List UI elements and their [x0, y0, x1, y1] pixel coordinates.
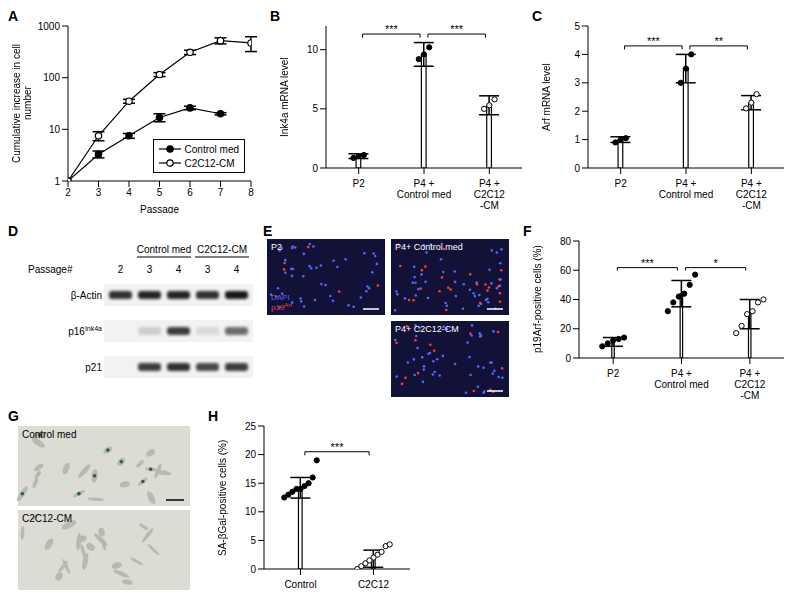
svg-text:10: 10	[245, 506, 257, 517]
svg-text:P4 +C2C12-CM: P4 +C2C12-CM	[734, 368, 766, 401]
svg-text:5: 5	[250, 535, 256, 546]
svg-text:***: ***	[331, 441, 345, 453]
svg-text:40: 40	[560, 294, 572, 305]
svg-text:DAPI: DAPI	[271, 293, 290, 302]
svg-text:p19Arf: p19Arf	[271, 302, 292, 312]
svg-text:P4 +C2C12-CM: P4 +C2C12-CM	[474, 178, 506, 211]
svg-text:25: 25	[245, 421, 257, 432]
svg-text:1: 1	[574, 134, 580, 145]
svg-text:20: 20	[245, 449, 257, 460]
svg-text:1: 1	[54, 176, 60, 187]
svg-text:5: 5	[312, 103, 318, 114]
svg-text:P2: P2	[353, 178, 366, 189]
html-text:C2C12-CM: C2C12-CM	[184, 157, 235, 169]
html-text:p19Arf-positive cells (%): p19Arf-positive cells (%)	[531, 245, 543, 354]
html-text:Arf mRNA level: Arf mRNA level	[540, 63, 552, 131]
svg-text:*: *	[714, 257, 719, 269]
svg-text:***: ***	[450, 23, 464, 35]
html-text:D: D	[8, 223, 19, 239]
svg-text:2: 2	[574, 106, 580, 117]
svg-text:0: 0	[574, 163, 580, 174]
html-text:C: C	[532, 8, 543, 24]
svg-text:4: 4	[574, 49, 580, 60]
svg-text:Control med: Control med	[137, 244, 191, 255]
svg-text:0: 0	[565, 353, 571, 364]
svg-text:2: 2	[65, 187, 71, 198]
svg-text:Control med: Control med	[22, 429, 76, 440]
html-text:Ink4a mRNA level: Ink4a mRNA level	[278, 57, 290, 137]
svg-text:4: 4	[176, 264, 182, 275]
svg-text:P2: P2	[615, 178, 628, 189]
svg-text:***: ***	[385, 23, 399, 35]
svg-text:10: 10	[307, 44, 319, 55]
html-text:E: E	[263, 223, 273, 239]
svg-text:C2C12: C2C12	[358, 579, 390, 590]
svg-text:Passage#: Passage#	[28, 264, 73, 275]
svg-text:P4 +Control med: P4 +Control med	[659, 178, 713, 200]
svg-text:100: 100	[43, 72, 60, 83]
svg-text:P4 +C2C12-CM: P4 +C2C12-CM	[736, 178, 768, 211]
svg-text:80: 80	[560, 236, 572, 247]
svg-text:C2C12-CM: C2C12-CM	[22, 513, 72, 524]
svg-text:1000: 1000	[38, 21, 61, 32]
html-text:H: H	[208, 408, 219, 424]
svg-text:P2: P2	[271, 242, 282, 252]
svg-text:7: 7	[218, 187, 224, 198]
svg-text:3: 3	[574, 77, 580, 88]
svg-text:P2: P2	[607, 368, 620, 379]
svg-text:5: 5	[574, 21, 580, 32]
html-text:Control med: Control med	[184, 143, 239, 155]
html-text:SA-βGal-positive cells (%): SA-βGal-positive cells (%)	[216, 439, 228, 556]
svg-text:8: 8	[248, 187, 254, 198]
html-text:B: B	[270, 8, 281, 24]
svg-text:6: 6	[187, 187, 193, 198]
svg-text:2: 2	[118, 264, 124, 275]
svg-text:20: 20	[560, 323, 572, 334]
svg-text:60: 60	[560, 265, 572, 276]
svg-text:***: ***	[647, 35, 661, 47]
html-text:G: G	[8, 408, 19, 424]
svg-text:0: 0	[312, 163, 318, 174]
svg-text:Passage: Passage	[140, 204, 179, 213]
svg-text:β-Actin: β-Actin	[71, 290, 102, 301]
svg-text:4: 4	[234, 264, 240, 275]
svg-text:10: 10	[49, 124, 61, 135]
svg-text:***: ***	[641, 257, 655, 269]
svg-text:3: 3	[147, 264, 153, 275]
svg-text:C2C12-CM: C2C12-CM	[197, 244, 247, 255]
svg-text:5: 5	[157, 187, 163, 198]
svg-text:3: 3	[96, 187, 102, 198]
svg-text:P4+ C2C12-CM: P4+ C2C12-CM	[395, 324, 459, 334]
svg-text:**: **	[714, 35, 723, 47]
svg-text:P4 +Control med: P4 +Control med	[397, 178, 451, 200]
html-text:Cumulative increase in cell nu: Cumulative increase in cell number	[11, 44, 33, 163]
svg-text:p21: p21	[85, 362, 102, 373]
svg-text:P4 +Control med: P4 +Control med	[654, 368, 708, 390]
svg-text:p16Ink4a: p16Ink4a	[68, 325, 102, 337]
svg-text:0: 0	[250, 564, 256, 575]
html-text:F: F	[523, 223, 532, 239]
svg-text:Control: Control	[284, 579, 316, 590]
svg-text:15: 15	[245, 478, 257, 489]
svg-text:P4+ Control med: P4+ Control med	[395, 242, 463, 252]
svg-text:4: 4	[126, 187, 132, 198]
html-text:A: A	[8, 8, 19, 24]
svg-text:3: 3	[205, 264, 211, 275]
